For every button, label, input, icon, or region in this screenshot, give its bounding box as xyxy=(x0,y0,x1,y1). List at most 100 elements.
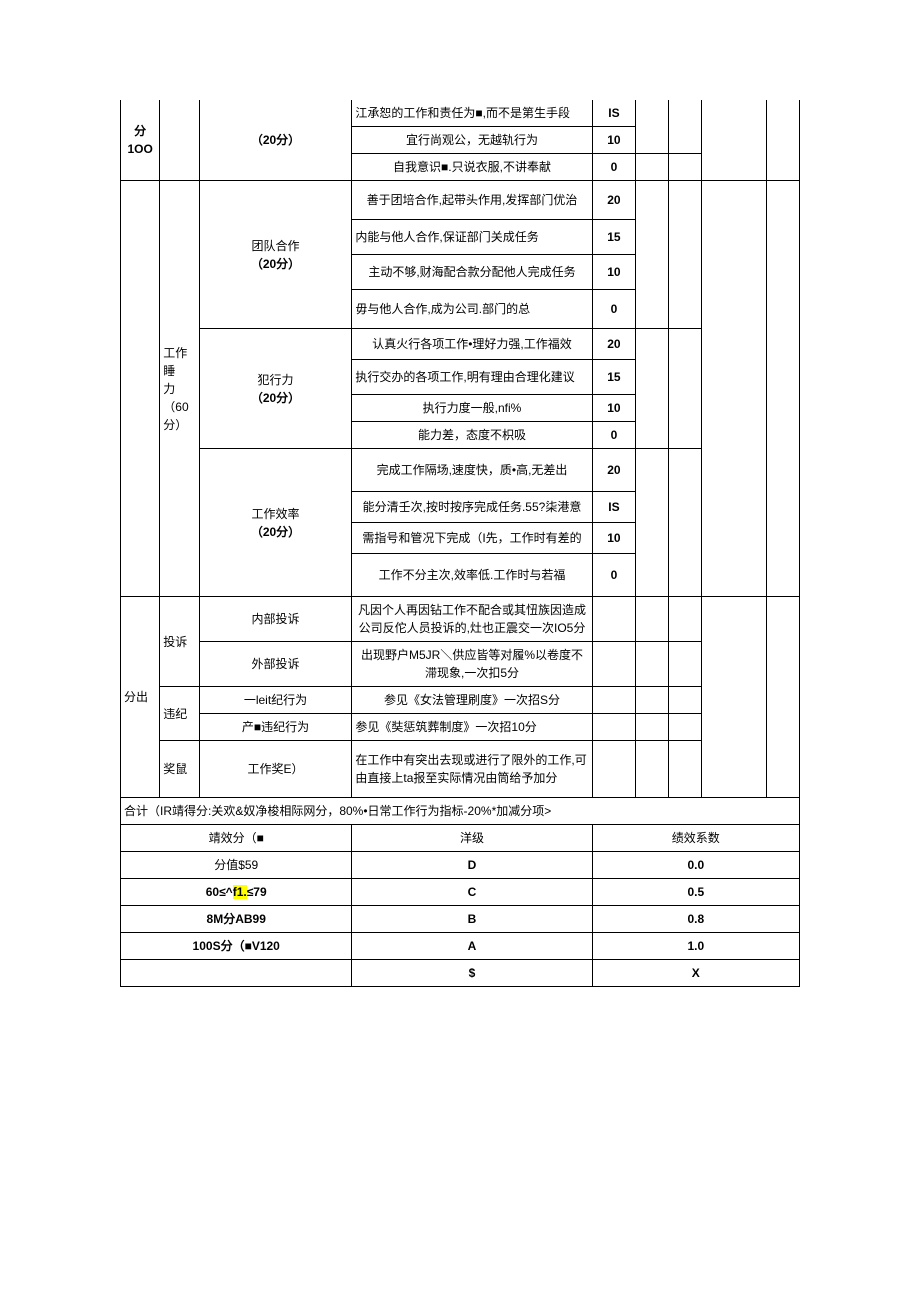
s2s2w: （20分） xyxy=(251,391,300,405)
s2s2r3-score: 0 xyxy=(592,422,636,449)
gr0-c2: D xyxy=(352,852,592,879)
s2s1-e1 xyxy=(636,181,669,329)
gr4-c3: X xyxy=(592,960,799,987)
s3s2r1-e2 xyxy=(668,714,701,741)
s3s2r0-e2 xyxy=(668,687,701,714)
s2s1r2-score: 10 xyxy=(592,255,636,290)
s3s2r1-e0 xyxy=(592,714,636,741)
section1-blank xyxy=(160,100,199,181)
gr2-c3: 0.8 xyxy=(592,906,799,933)
gr2-c2: B xyxy=(352,906,592,933)
section1-subcat: （20分） xyxy=(199,100,352,181)
gr3-c2: A xyxy=(352,933,592,960)
s2s3r1-score: IS xyxy=(592,492,636,523)
s2s3r1-desc: 能分清壬次,按时按序完成任务.55?柒港意 xyxy=(352,492,592,523)
gr4-c1 xyxy=(121,960,352,987)
s2s3r2-score: 10 xyxy=(592,523,636,554)
s3s3r0-e2 xyxy=(668,741,701,798)
s3s1r0-e0 xyxy=(592,597,636,642)
s1-e1 xyxy=(636,100,669,154)
gr3-c1: 100S分（■V120 xyxy=(121,933,352,960)
s1-e4 xyxy=(767,100,800,181)
col1-l2: 1OO xyxy=(127,142,152,156)
s2s2t: 犯行力 xyxy=(258,373,294,387)
s3s3-title: 奖鼠 xyxy=(160,741,199,798)
s3s2r1-cat: 产■违纪行为 xyxy=(199,714,352,741)
s2s3r2-desc: 需指号和管况下完成（I先，工作时有差的 xyxy=(352,523,592,554)
s2-col1 xyxy=(121,181,160,597)
grade-h2: 洋级 xyxy=(352,825,592,852)
grade-h3: 绩效系数 xyxy=(592,825,799,852)
s2s2r0-score: 20 xyxy=(592,329,636,360)
s3-e4 xyxy=(767,597,800,798)
gr1-hl: f1. xyxy=(233,885,247,899)
s1-e3 xyxy=(701,100,766,181)
s2s2r2-score: 10 xyxy=(592,395,636,422)
s2s3r0-desc: 完成工作隔场,速度快，质•高,无差出 xyxy=(352,449,592,492)
s3s1r0-cat: 内部投诉 xyxy=(199,597,352,642)
s2s3-e1 xyxy=(636,449,669,597)
s2s1r3-desc: 毋与他人合作,成为公司.部门的总 xyxy=(352,290,592,329)
gr2-c1: 8M分AB99 xyxy=(121,906,352,933)
s2-e4 xyxy=(767,181,800,597)
s2g4: 分） xyxy=(163,418,187,432)
s2s3w: （20分） xyxy=(251,525,300,539)
s2s2-e2 xyxy=(668,329,701,449)
s3s2r0-cat: 一leit纪行为 xyxy=(199,687,352,714)
s3s3r0-e1 xyxy=(636,741,669,798)
col1-score: 分 1OO xyxy=(121,100,160,181)
s3s2r1-e1 xyxy=(636,714,669,741)
s1r0-desc: 江承恕的工作和责任为■,而不是第生手段 xyxy=(352,100,592,127)
s2s1-title: 团队合作 （20分） xyxy=(199,181,352,329)
grade-h1: 靖效分（■ xyxy=(121,825,352,852)
s2s1r0-score: 20 xyxy=(592,181,636,220)
s3s1r1-desc: 出现野户M5JR＼供应皆等对履%以卷度不滞现象,一次扣5分 xyxy=(352,642,592,687)
s3-e3 xyxy=(701,597,766,798)
s2-group: 工作睡 力 （60 分） xyxy=(160,181,199,597)
gr0-c1: 分值$59 xyxy=(121,852,352,879)
s3s2r0-desc: 参见《女法管理刷度》一次招S分 xyxy=(352,687,592,714)
s2g1: 工作睡 xyxy=(163,346,187,378)
gr1-c1: 60≤^f1.≤79 xyxy=(121,879,352,906)
page-container: 分 1OO （20分） 江承恕的工作和责任为■,而不是第生手段 IS 宜行尚观公… xyxy=(0,0,920,1027)
s1r0-score: IS xyxy=(592,100,636,127)
s2g3: （60 xyxy=(163,400,188,414)
s3s1-title: 投诉 xyxy=(160,597,199,687)
s2s1r1-desc: 内能与他人合作,保证部门关成任务 xyxy=(352,220,592,255)
s3s1r1-e2 xyxy=(668,642,701,687)
gr4-c2: $ xyxy=(352,960,592,987)
s2s3r0-score: 20 xyxy=(592,449,636,492)
s2s3r3-desc: 工作不分主次,效率低.工作时与若福 xyxy=(352,554,592,597)
s2s2r1-desc: 执行交办的各项工作,明有理由合理化建议 xyxy=(352,360,592,395)
s3s2-title: 违纪 xyxy=(160,687,199,741)
s1r1-desc: 宜行尚观公，无越轨行为 xyxy=(352,127,592,154)
s1r1-score: 10 xyxy=(592,127,636,154)
s1-e2 xyxy=(668,100,701,154)
s2s3-title: 工作效率 （20分） xyxy=(199,449,352,597)
s2s1-e2 xyxy=(668,181,701,329)
s3s2r0-e0 xyxy=(592,687,636,714)
gr0-c3: 0.0 xyxy=(592,852,799,879)
s3s3r0-e0 xyxy=(592,741,636,798)
s2s2r1-score: 15 xyxy=(592,360,636,395)
s2s2-title: 犯行力 （20分） xyxy=(199,329,352,449)
s2s2r2-desc: 执行力度一般,nfi% xyxy=(352,395,592,422)
gr1-c3: 0.5 xyxy=(592,879,799,906)
s2s1r3-score: 0 xyxy=(592,290,636,329)
gr1-post: ≤79 xyxy=(247,885,267,899)
s2-e3 xyxy=(701,181,766,597)
s1r2-e2 xyxy=(668,154,701,181)
s2s1w: （20分） xyxy=(251,257,300,271)
s2g2: 力 xyxy=(163,382,175,396)
s2s1r0-desc: 善于团培合作,起带头作用,发挥部门优治 xyxy=(352,181,592,220)
s3s1r0-e2 xyxy=(668,597,701,642)
gr3-c3: 1.0 xyxy=(592,933,799,960)
s3s3r0-cat: 工作奖E） xyxy=(199,741,352,798)
s1r2-score: 0 xyxy=(592,154,636,181)
gr1-c2: C xyxy=(352,879,592,906)
s3-group: 分出 xyxy=(121,597,160,798)
s2s1r1-score: 15 xyxy=(592,220,636,255)
s2s3r3-score: 0 xyxy=(592,554,636,597)
evaluation-table: 分 1OO （20分） 江承恕的工作和责任为■,而不是第生手段 IS 宜行尚观公… xyxy=(120,100,800,987)
s2s3t: 工作效率 xyxy=(252,507,300,521)
